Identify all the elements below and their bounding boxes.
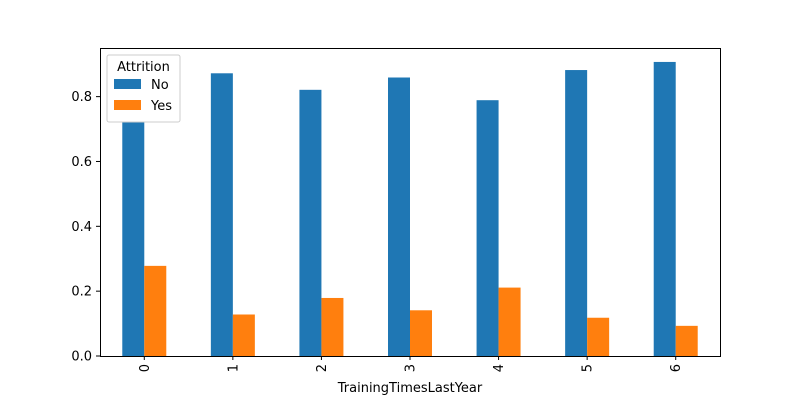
x-tick-label: 1 [226, 364, 241, 372]
x-axis: 0 1 2 3 4 5 6 [138, 356, 684, 372]
legend-swatch-yes [114, 100, 141, 110]
bar-no-5 [565, 70, 588, 356]
y-tick-label: 0.8 [71, 90, 92, 105]
x-tick-label: 3 [404, 364, 419, 372]
y-axis: 0.0 0.2 0.4 0.6 0.8 [71, 90, 100, 365]
y-tick-label: 0.0 [71, 350, 92, 365]
bars-layer [122, 61, 698, 357]
bar-yes-2 [321, 297, 344, 356]
x-tick-label: 6 [669, 364, 684, 372]
y-tick-label: 0.4 [71, 220, 92, 235]
x-tick-label: 2 [315, 364, 330, 372]
bar-yes-1 [232, 314, 255, 356]
bar-yes-4 [498, 287, 521, 356]
bar-no-3 [388, 77, 410, 356]
legend: Attrition No Yes [106, 54, 181, 123]
bar-yes-0 [144, 265, 167, 356]
x-tick-label: 0 [138, 364, 153, 372]
bar-no-1 [210, 73, 233, 356]
bar-yes-5 [587, 317, 610, 356]
legend-swatch-no [114, 79, 141, 89]
y-tick-label: 0.2 [71, 285, 92, 300]
bar-no-2 [299, 89, 322, 357]
x-tick-label: 5 [581, 364, 596, 372]
legend-label-no: No [151, 78, 169, 93]
x-axis-title: TrainingTimesLastYear [337, 381, 483, 396]
bar-yes-3 [410, 310, 432, 356]
bar-no-4 [476, 100, 499, 356]
legend-title: Attrition [117, 60, 170, 75]
y-tick-label: 0.6 [71, 155, 92, 170]
bar-no-6 [653, 61, 676, 357]
legend-entries: No Yes [114, 78, 172, 114]
bar-no-0 [122, 121, 145, 356]
bar-yes-6 [675, 325, 698, 356]
x-tick-label: 4 [492, 364, 507, 372]
legend-label-yes: Yes [150, 99, 172, 114]
